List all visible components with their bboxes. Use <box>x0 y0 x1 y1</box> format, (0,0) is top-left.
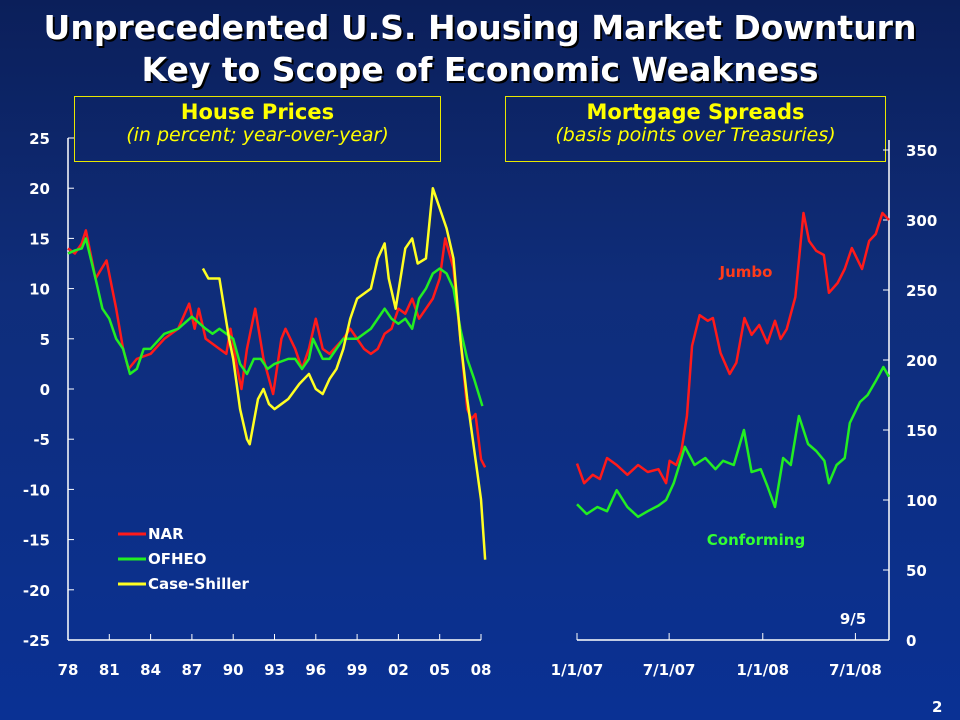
left-y-tick-label: -10 <box>23 481 50 499</box>
series-line-nar <box>67 229 487 468</box>
right-x-tick-label: 7/1/07 <box>643 661 696 679</box>
left-x-tick-label: 05 <box>429 661 450 679</box>
mortgage-spreads-title-box: Mortgage Spreads (basis points over Trea… <box>505 96 886 162</box>
left-x-tick-label: 96 <box>305 661 326 679</box>
left-y-tick-label: -20 <box>23 582 50 600</box>
series-line-conforming <box>576 365 891 519</box>
mortgage-spreads-subtitle: (basis points over Treasuries) <box>555 124 836 146</box>
jumbo-label: Jumbo <box>719 263 773 281</box>
left-y-tick-label: 0 <box>40 381 50 399</box>
left-x-tick-label: 02 <box>388 661 409 679</box>
right-x-tick-label: 7/1/08 <box>829 661 882 679</box>
left-x-tick-label: 90 <box>223 661 244 679</box>
right-y-tick-label: 0 <box>906 632 916 650</box>
left-y-tick-label: -15 <box>23 532 50 550</box>
slide-title-line1: Unprecedented U.S. Housing Market Downtu… <box>43 8 917 47</box>
left-y-tick-label: -25 <box>23 632 50 650</box>
series-line-jumbo <box>575 211 890 485</box>
series-line-case-shiller <box>201 186 487 560</box>
right-y-tick-label: 50 <box>906 562 927 580</box>
conforming-label: Conforming <box>707 531 805 549</box>
left-y-tick-label: 15 <box>29 230 50 248</box>
left-y-tick-label: 10 <box>29 281 50 299</box>
house-prices-subtitle: (in percent; year-over-year) <box>126 124 389 146</box>
legend-label-case-shiller: Case-Shiller <box>148 575 250 593</box>
left-x-tick-label: 78 <box>58 661 79 679</box>
left-x-tick-label: 84 <box>140 661 161 679</box>
left-y-tick-label: 25 <box>29 130 50 148</box>
right-y-tick-label: 200 <box>906 352 937 370</box>
left-y-tick-label: 20 <box>29 180 50 198</box>
left-x-tick-label: 08 <box>471 661 492 679</box>
left-x-tick-label: 99 <box>347 661 368 679</box>
right-y-tick-label: 300 <box>906 212 937 230</box>
left-y-tick-label: -5 <box>33 431 50 449</box>
house-prices-title: House Prices <box>180 100 335 124</box>
right-y-tick-label: 350 <box>906 142 937 160</box>
page-number: 2 <box>932 698 943 716</box>
left-x-tick-label: 93 <box>264 661 285 679</box>
legend-label-ofheo: OFHEO <box>148 550 207 568</box>
series-line-ofheo <box>67 237 484 407</box>
legend-label-nar: NAR <box>148 525 184 543</box>
right-y-tick-label: 100 <box>906 492 937 510</box>
mortgage-spreads-title: Mortgage Spreads <box>586 100 805 124</box>
left-x-tick-label: 81 <box>99 661 120 679</box>
house-prices-title-box: House Prices (in percent; year-over-year… <box>74 96 441 162</box>
right-x-tick-label: 1/1/07 <box>551 661 604 679</box>
left-y-tick-label: 5 <box>40 331 50 349</box>
right-y-tick-label: 150 <box>906 422 937 440</box>
left-x-tick-label: 87 <box>181 661 202 679</box>
end-date-label: 9/5 <box>840 610 866 628</box>
right-x-tick-label: 1/1/08 <box>736 661 789 679</box>
slide-title-line2: Key to Scope of Economic Weakness <box>141 50 819 89</box>
right-y-tick-label: 250 <box>906 282 937 300</box>
